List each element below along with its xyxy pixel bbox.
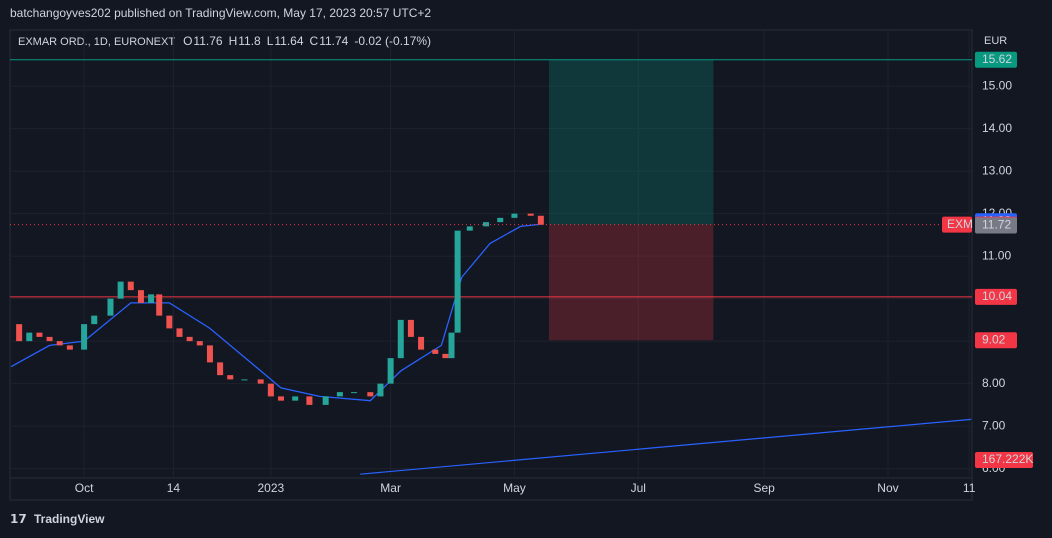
y-tick-label: 14.00	[982, 121, 1012, 135]
candle	[278, 396, 285, 401]
brand-logo: 𝟭𝟳	[10, 512, 27, 526]
candle	[527, 213, 534, 216]
y-tick-label: 8.00	[982, 376, 1006, 390]
candle	[511, 213, 518, 218]
ohlc-value: 11.64	[274, 34, 303, 48]
symbol-tag	[942, 216, 972, 233]
y-tick-label: 13.00	[982, 163, 1012, 177]
brand: TradingView	[34, 512, 105, 526]
price-tag	[975, 288, 1017, 305]
candle	[148, 294, 155, 303]
x-tick-label: 2023	[257, 481, 284, 495]
candle	[466, 226, 473, 231]
candle	[267, 383, 274, 397]
ohlc-key: H	[229, 34, 238, 48]
candle	[137, 290, 144, 303]
candle	[56, 341, 63, 346]
candle	[454, 230, 461, 333]
candle	[397, 319, 404, 359]
price-tag-label: 11.72	[982, 218, 1011, 232]
x-tick-label: 11	[963, 481, 976, 495]
ohlc-value: 11.8	[238, 34, 261, 48]
candle	[127, 281, 134, 291]
candle	[387, 358, 394, 384]
candle	[206, 345, 213, 363]
ohlc-key: L	[267, 34, 274, 48]
candle	[377, 383, 384, 397]
candle	[442, 353, 449, 359]
ohlc-value: 11.76	[193, 34, 222, 48]
profit-zone	[548, 59, 714, 225]
candle	[176, 328, 183, 337]
candle	[156, 294, 163, 316]
candle	[26, 332, 33, 342]
y-tick-label: 15.00	[982, 78, 1012, 92]
candle	[418, 336, 425, 350]
price-tag-label: 9.02	[982, 332, 1006, 346]
volume-tag	[975, 452, 1033, 468]
x-tick-label: 14	[167, 481, 181, 495]
y-tick-label: 7.00	[982, 418, 1006, 432]
candle	[336, 392, 343, 397]
symbol: EXMAR ORD., 1D, EURONEXT	[18, 36, 175, 48]
price-tag-label: 15.62	[982, 52, 1012, 66]
candle	[186, 336, 193, 342]
candle	[66, 345, 73, 350]
x-tick-label: Nov	[877, 481, 898, 495]
moving-average	[10, 223, 541, 402]
x-tick-label: May	[503, 481, 526, 495]
candle	[81, 324, 88, 350]
candle	[117, 281, 124, 299]
candle	[217, 362, 224, 376]
candle	[351, 392, 358, 394]
candle	[432, 349, 439, 354]
x-tick-label: Sep	[753, 481, 775, 495]
published: batchangoyves202 published on TradingVie…	[10, 6, 431, 20]
candle	[292, 396, 299, 401]
y-tick-label: 11.00	[982, 248, 1011, 262]
candle	[407, 319, 414, 337]
candle	[46, 336, 53, 342]
trend-line	[360, 418, 972, 475]
candle	[196, 341, 203, 346]
x-tick-label: Oct	[75, 481, 94, 495]
currency: EUR	[984, 35, 1007, 47]
ohlc-key: C	[310, 34, 319, 48]
x-tick-label: Mar	[380, 481, 401, 495]
candle	[448, 332, 455, 359]
candle	[257, 379, 264, 384]
candle	[367, 392, 374, 397]
pane	[9, 29, 973, 501]
price-tag	[975, 51, 1017, 68]
candle	[227, 375, 234, 380]
candle	[91, 315, 98, 325]
candle	[166, 315, 173, 329]
volume-tag-label: 167.222K	[982, 452, 1033, 466]
change: -0.02 (-0.17%)	[354, 34, 431, 48]
price-tag	[975, 332, 1017, 349]
symbol-tag-label: EXM	[947, 217, 973, 231]
candle	[36, 332, 43, 337]
ohlc-value: 11.74	[319, 34, 348, 48]
ohlc-key: O	[183, 34, 192, 48]
candle	[107, 298, 114, 316]
candle	[16, 324, 23, 342]
candle	[497, 217, 504, 223]
price-tag	[975, 217, 1017, 234]
price-tag-label: 10.04	[982, 289, 1012, 303]
candle	[322, 396, 329, 405]
candle	[306, 396, 313, 405]
candle	[537, 215, 544, 225]
x-tick-label: Jul	[631, 481, 646, 495]
loss-zone	[548, 224, 714, 341]
candle	[241, 379, 248, 381]
